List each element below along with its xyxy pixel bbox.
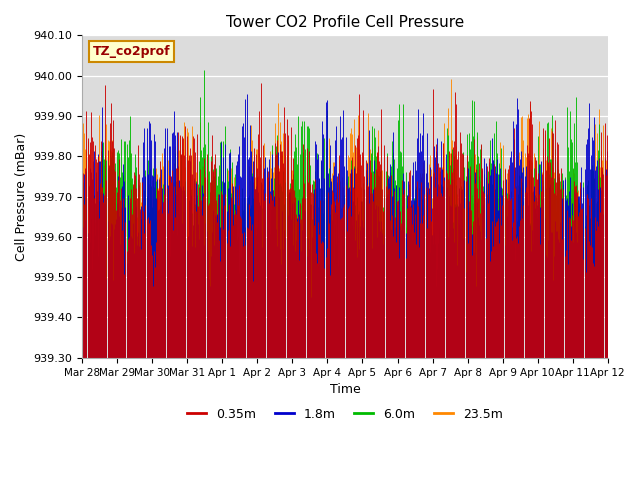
Title: Tower CO2 Profile Cell Pressure: Tower CO2 Profile Cell Pressure — [226, 15, 464, 30]
X-axis label: Time: Time — [330, 383, 360, 396]
Y-axis label: Cell Pressure (mBar): Cell Pressure (mBar) — [15, 132, 28, 261]
Legend: 0.35m, 1.8m, 6.0m, 23.5m: 0.35m, 1.8m, 6.0m, 23.5m — [182, 403, 508, 426]
Text: TZ_co2prof: TZ_co2prof — [93, 45, 170, 58]
